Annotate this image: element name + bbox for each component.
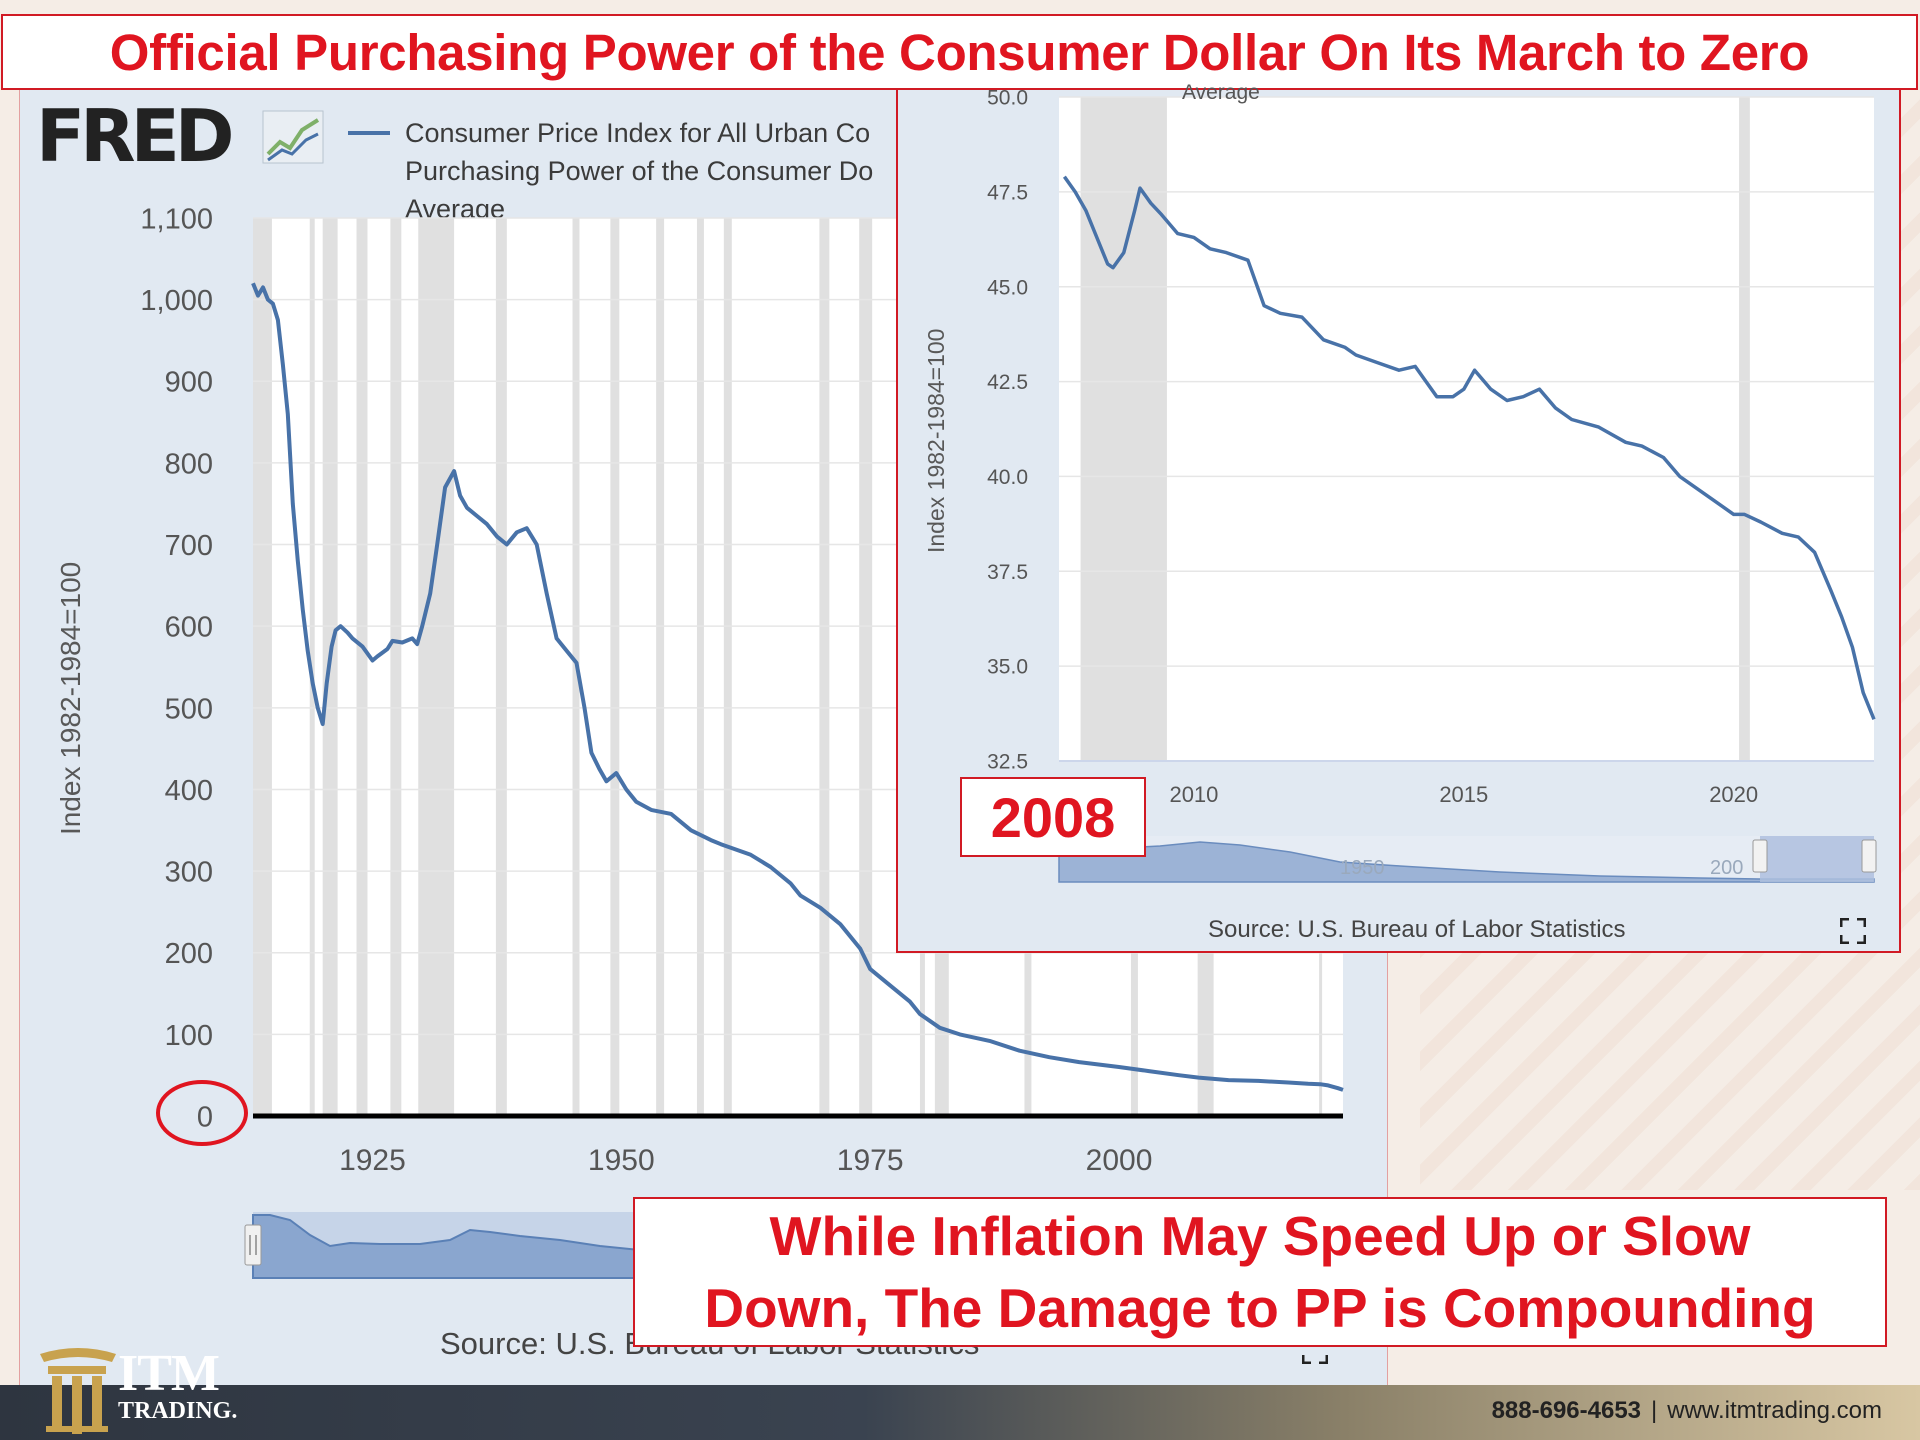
inset-source-text: Source: U.S. Bureau of Labor Statistics: [1208, 916, 1626, 943]
main-y-tick-label: 600: [165, 612, 213, 644]
main-recession-band: [723, 218, 732, 1116]
inset-y-axis: 32.5 35.0 37.5 40.0 42.5 45.0 47.5 50.0: [987, 87, 1028, 774]
main-recession-band: [819, 218, 830, 1116]
main-x-tick-label: 1950: [588, 1144, 655, 1177]
inset-y-axis-label: Index 1982-1984=100: [923, 328, 949, 553]
title-banner: Official Purchasing Power of the Consume…: [1, 14, 1918, 90]
inset-x-tick-label: 2010: [1169, 782, 1218, 807]
legend-swatch: [348, 131, 390, 135]
main-recession-band: [610, 218, 620, 1116]
main-y-tick-label: 500: [165, 693, 213, 725]
main-recession-band: [418, 218, 455, 1116]
inset-y-tick-label: 37.5: [987, 561, 1028, 584]
main-y-tick-label: 1,000: [140, 285, 213, 317]
main-x-tick-label: 1975: [837, 1144, 904, 1177]
inset-y-tick-label: 45.0: [987, 276, 1028, 299]
main-x-tick-label: 2000: [1086, 1144, 1153, 1177]
callout-2008: 2008: [960, 777, 1146, 857]
bottom-callout: While Inflation May Speed Up or Slow Dow…: [633, 1197, 1887, 1347]
main-recession-band: [356, 218, 368, 1116]
main-y-tick-label: 900: [165, 367, 213, 399]
main-series-line: [251, 282, 1344, 1092]
main-y-tick-label: 700: [165, 530, 213, 562]
inset-partial-legend: Average: [1182, 81, 1260, 104]
main-y-tick-label: 400: [165, 775, 213, 807]
inset-series-line: [1062, 175, 1876, 720]
fred-logo: FRED: [36, 94, 235, 178]
main-y-tick-label: 800: [165, 448, 213, 480]
footer-bar: [0, 1385, 1920, 1440]
inset-x-tick-label: 2015: [1439, 782, 1488, 807]
main-recession-band: [696, 218, 704, 1116]
inset-y-tick-label: 32.5: [987, 751, 1028, 774]
itm-brand-sub: TRADING.: [118, 1398, 238, 1424]
inset-y-tick-label: 35.0: [987, 656, 1028, 679]
main-x-axis: 1925 1950 1975 2000: [339, 1144, 1152, 1177]
fred-chart-icon: [262, 110, 324, 164]
inset-x-axis: 2010 2015 2020: [1169, 782, 1758, 807]
phone-number[interactable]: 888-696-4653: [1491, 1397, 1642, 1424]
inset-navigator-label-1950: 1950: [1340, 857, 1385, 879]
main-recession-band: [253, 218, 272, 1116]
page-title: Official Purchasing Power of the Consume…: [109, 23, 1810, 81]
inset-y-tick-label: 50.0: [987, 87, 1028, 110]
itm-logo-icon: [40, 1348, 116, 1434]
website-link[interactable]: www.itmtrading.com: [1667, 1397, 1882, 1424]
bottom-callout-text: While Inflation May Speed Up or Slow Dow…: [704, 1205, 1816, 1339]
inset-plot-area: [1059, 97, 1874, 761]
main-y-tick-label: 100: [165, 1020, 213, 1052]
zero-highlight-circle: [156, 1080, 248, 1146]
main-y-tick-label: 1,100: [140, 203, 213, 235]
main-y-tick-label: 200: [165, 938, 213, 970]
callout-2008-label: 2008: [990, 785, 1116, 849]
inset-navigator-label-200: 200: [1710, 857, 1743, 879]
inset-y-tick-label: 47.5: [987, 181, 1028, 204]
inset-handle-left[interactable]: [1752, 839, 1768, 873]
inset-recession-band: [1739, 97, 1750, 761]
inset-x-tick-label: 2020: [1709, 782, 1758, 807]
inset-navigator[interactable]: 1950 200: [1058, 836, 1877, 883]
contact-separator: |: [1651, 1397, 1658, 1424]
main-recession-band: [656, 218, 665, 1116]
legend-label: Consumer Price Index for All Urban Co Pu…: [405, 118, 874, 224]
main-y-tick-label: 300: [165, 857, 213, 889]
inset-y-tick-label: 42.5: [987, 371, 1028, 394]
main-recession-band: [495, 218, 507, 1116]
inset-recession-bands: [1080, 97, 1750, 761]
inset-expand-icon[interactable]: [1840, 918, 1866, 944]
contact-info: 888-696-4653 | www.itmtrading.com: [1492, 1397, 1882, 1425]
itm-brand-name: ITM: [118, 1345, 220, 1402]
inset-handle-right[interactable]: [1861, 839, 1877, 873]
main-x-tick-label: 1925: [339, 1144, 406, 1177]
inset-navigator-selection[interactable]: [1760, 836, 1874, 882]
main-recession-band: [390, 218, 402, 1116]
main-recession-band: [309, 218, 315, 1116]
main-recession-band: [859, 218, 873, 1116]
inset-recession-band: [1080, 97, 1167, 761]
navigator-handle-left[interactable]: [244, 1224, 262, 1266]
inset-y-tick-label: 40.0: [987, 466, 1028, 489]
